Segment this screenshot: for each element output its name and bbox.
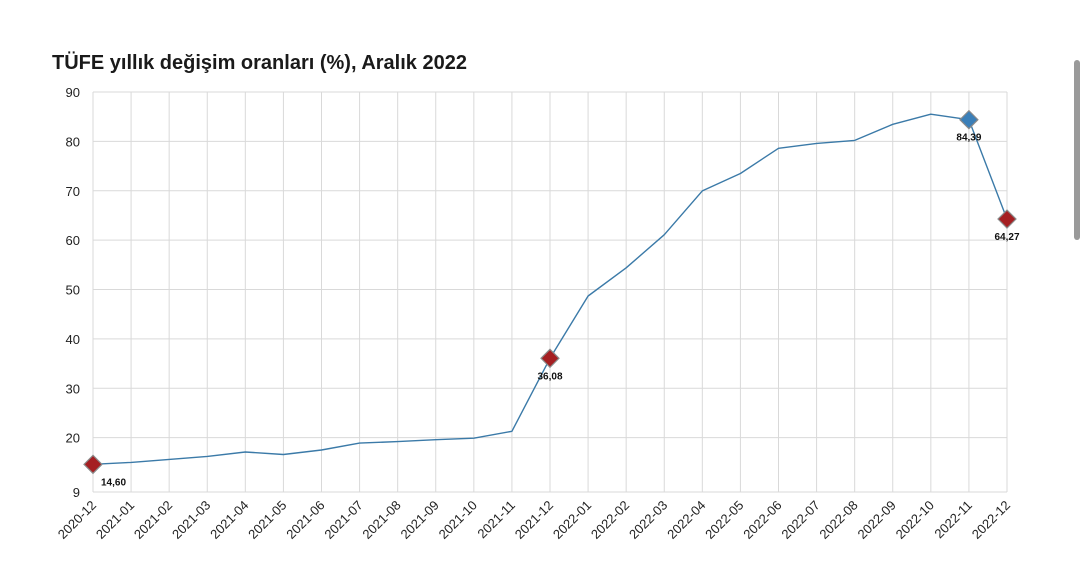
y-tick-label: 30 xyxy=(66,381,80,396)
x-tick-label: 2022-12 xyxy=(969,498,1013,542)
y-tick-label: 40 xyxy=(66,332,80,347)
x-tick-label: 2021-06 xyxy=(283,498,327,542)
x-tick-label: 2022-01 xyxy=(550,498,594,542)
x-tick-label: 2021-07 xyxy=(321,498,365,542)
x-tick-label: 2021-02 xyxy=(131,498,175,542)
y-tick-label: 20 xyxy=(66,431,80,446)
x-tick-label: 2021-03 xyxy=(169,498,213,542)
y-tick-label: 90 xyxy=(66,85,80,100)
x-tick-label: 2022-07 xyxy=(778,498,822,542)
grid-layer xyxy=(92,91,1008,493)
x-tick-label: 2021-04 xyxy=(207,498,251,542)
y-tick-label: 60 xyxy=(66,233,80,248)
x-tick-label: 2022-02 xyxy=(588,498,632,542)
marker-layer xyxy=(83,109,1017,475)
x-tick-label: 2022-09 xyxy=(855,498,899,542)
x-tick-label: 2021-10 xyxy=(436,498,480,542)
data-label: 36,08 xyxy=(537,371,562,382)
x-tick-label: 2022-04 xyxy=(664,498,708,542)
x-tick-label: 2021-11 xyxy=(474,498,518,542)
y-tick-label: 80 xyxy=(66,134,80,149)
x-tick-label: 2021-01 xyxy=(93,498,137,542)
data-point-marker xyxy=(997,209,1017,229)
x-tick-label: 2021-12 xyxy=(512,498,556,542)
vertical-scrollbar[interactable] xyxy=(1074,60,1080,240)
data-point-marker xyxy=(959,109,979,130)
data-label: 14,60 xyxy=(101,477,126,488)
x-tick-label: 2020-12 xyxy=(55,498,99,542)
data-point-marker xyxy=(540,348,560,369)
x-tick-label: 2022-10 xyxy=(893,498,937,542)
x-tick-label: 2021-05 xyxy=(245,498,289,542)
y-tick-label: 50 xyxy=(66,283,80,298)
y-axis-ticks: 9 20 30 40 50 60 70 80 90 xyxy=(66,85,80,500)
y-tick-label: 9 xyxy=(73,485,80,500)
x-axis-ticks: 2020-122021-012021-022021-032021-042021-… xyxy=(55,498,1013,542)
data-label: 84,39 xyxy=(956,133,981,144)
x-tick-label: 2022-06 xyxy=(740,498,784,542)
data-point-marker xyxy=(83,454,103,475)
data-label: 64,27 xyxy=(994,232,1019,243)
chart-title: TÜFE yıllık değişim oranları (%), Aralık… xyxy=(52,52,467,74)
x-tick-label: 2022-03 xyxy=(626,498,670,542)
x-tick-label: 2022-08 xyxy=(816,498,860,542)
x-tick-label: 2022-05 xyxy=(702,498,746,542)
y-tick-label: 70 xyxy=(66,184,80,199)
x-tick-label: 2021-08 xyxy=(359,498,403,542)
data-label-layer: 14,60 36,08 84,39 64,27 xyxy=(101,133,1020,489)
x-tick-label: 2022-11 xyxy=(931,498,975,542)
x-tick-label: 2021-09 xyxy=(398,498,442,542)
